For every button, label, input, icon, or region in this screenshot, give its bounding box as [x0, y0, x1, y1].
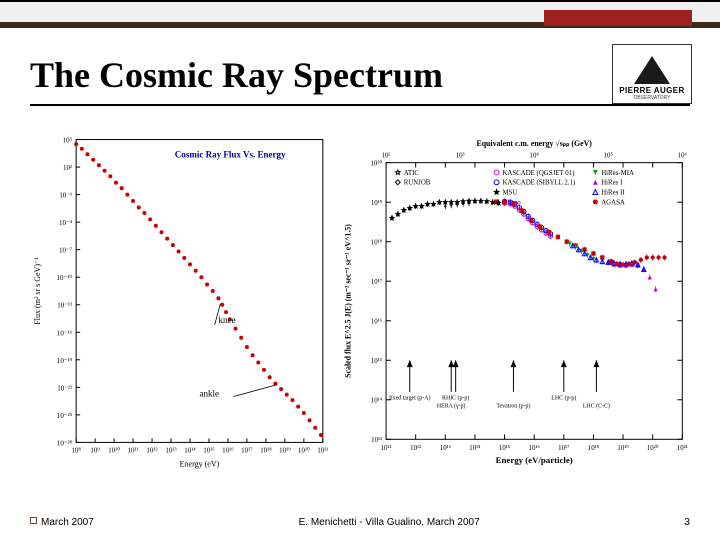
footer-center: E. Menichetti - Villa Gualino, March 200… — [299, 517, 480, 528]
svg-text:10⁻¹³: 10⁻¹³ — [57, 302, 72, 310]
svg-text:10¹³: 10¹³ — [440, 445, 451, 452]
svg-text:10¹⁶: 10¹⁶ — [528, 445, 540, 452]
title-underline — [30, 104, 690, 106]
svg-text:10¹⁸: 10¹⁸ — [371, 240, 383, 247]
slide-title: The Cosmic Ray Spectrum — [30, 54, 443, 96]
logo-text: PIERRE AUGER — [619, 86, 684, 95]
svg-text:10¹³: 10¹³ — [165, 446, 176, 454]
svg-text:10¹⁴: 10¹⁴ — [184, 446, 196, 454]
svg-text:HiRes-MIA: HiRes-MIA — [601, 170, 634, 177]
svg-text:10¹⁹: 10¹⁹ — [279, 446, 291, 454]
svg-text:10¹¹: 10¹¹ — [127, 446, 138, 454]
slide-number: 3 — [684, 517, 690, 528]
svg-text:10¹⁶: 10¹⁶ — [222, 446, 234, 454]
svg-text:10⁻¹⁶: 10⁻¹⁶ — [57, 329, 73, 337]
svg-text:Cosmic Ray Flux Vs. Energy: Cosmic Ray Flux Vs. Energy — [175, 150, 286, 160]
svg-text:10¹⁹: 10¹⁹ — [371, 200, 383, 207]
left-chart: 10⁸ 10⁹ 10¹⁰ 10¹¹ 10¹² 10¹³ 10¹⁴ 10¹⁵ 10¹⁶ 10¹⁷ 10… — [30, 120, 331, 480]
svg-text:HiRes II: HiRes II — [601, 190, 625, 197]
svg-text:10²¹: 10²¹ — [317, 446, 328, 454]
footer: March 2007 E. Menichetti - Villa Gualino… — [30, 517, 690, 528]
svg-text:10¹⁷: 10¹⁷ — [371, 279, 383, 286]
logo-icon — [634, 56, 670, 84]
svg-text:10⁸: 10⁸ — [71, 446, 81, 454]
svg-text:10⁻²⁸: 10⁻²⁸ — [57, 439, 73, 447]
svg-text:10²⁰: 10²⁰ — [298, 446, 310, 454]
svg-text:10⁻²²: 10⁻²² — [57, 384, 72, 392]
svg-text:10⁻²⁵: 10⁻²⁵ — [57, 412, 73, 420]
svg-text:10¹³: 10¹³ — [371, 437, 382, 444]
svg-text:MSU: MSU — [502, 190, 517, 197]
svg-text:10¹²: 10¹² — [146, 446, 157, 454]
svg-text:10¹²: 10¹² — [410, 445, 421, 452]
slide-topbar — [0, 0, 720, 28]
svg-text:Flux (m² sr s GeV)⁻¹: Flux (m² sr s GeV)⁻¹ — [33, 257, 42, 325]
svg-text:ATIC: ATIC — [404, 170, 420, 177]
svg-text:ankle: ankle — [199, 389, 219, 399]
logo-subtext: OBSERVATORY — [633, 95, 670, 101]
svg-text:KASCADE (SIBYLL 2.1): KASCADE (SIBYLL 2.1) — [502, 180, 575, 187]
svg-text:10¹⁸: 10¹⁸ — [260, 446, 272, 454]
svg-text:Tevatron (p-p): Tevatron (p-p) — [496, 403, 530, 410]
accent-bar — [544, 10, 692, 26]
svg-text:Equivalent c.m. energy √sₚₚ: Equivalent c.m. energy √sₚₚ (GeV) — [476, 139, 592, 148]
svg-text:10⁹: 10⁹ — [90, 446, 100, 454]
chart-area: 10⁸10⁹10¹⁰10¹¹10¹²10¹³10¹⁴10¹⁵10¹⁶10¹⁷10… — [30, 120, 690, 480]
svg-text:10⁶: 10⁶ — [678, 153, 688, 160]
svg-text:10²: 10² — [63, 164, 72, 172]
svg-text:10¹¹: 10¹¹ — [380, 445, 391, 452]
svg-text:LHC (C-C): LHC (C-C) — [583, 403, 610, 410]
slide: The Cosmic Ray Spectrum PIERRE AUGER OBS… — [0, 0, 720, 540]
svg-text:LHC (p-p): LHC (p-p) — [551, 395, 576, 402]
svg-text:10²⁰: 10²⁰ — [647, 444, 659, 452]
svg-text:10⁵: 10⁵ — [603, 153, 613, 160]
svg-text:10⁴: 10⁴ — [529, 153, 539, 160]
svg-text:knee: knee — [218, 315, 235, 325]
footer-date: March 2007 — [30, 517, 94, 528]
right-chart: 10¹¹ 10¹² 10¹³ 10¹⁴ 10¹⁵ 10¹⁶ 10¹⁷ 10¹⁸ 10¹⁹ 10²⁰… — [337, 120, 690, 480]
svg-text:10²: 10² — [381, 153, 390, 160]
svg-text:10¹⁰: 10¹⁰ — [108, 446, 120, 454]
footer-bullet-icon — [30, 517, 37, 524]
svg-text:10¹⁶: 10¹⁶ — [371, 319, 383, 326]
svg-text:10¹⁹: 10¹⁹ — [617, 445, 629, 452]
svg-text:AGASA: AGASA — [601, 199, 625, 206]
svg-text:RUNJOB: RUNJOB — [404, 180, 431, 187]
svg-text:10²¹: 10²¹ — [677, 445, 688, 452]
svg-text:KASCADE (QGSJET 01): KASCADE (QGSJET 01) — [502, 170, 574, 177]
svg-text:Scaled flux E^2.5 J(E) (m⁻²: Scaled flux E^2.5 J(E) (m⁻² sec⁻¹ sr⁻¹ e… — [344, 224, 353, 378]
svg-text:10¹⁵: 10¹⁵ — [371, 358, 383, 365]
svg-text:10¹⁷: 10¹⁷ — [558, 445, 570, 452]
svg-text:10¹⁷: 10¹⁷ — [241, 446, 253, 454]
auger-logo: PIERRE AUGER OBSERVATORY — [612, 44, 692, 104]
svg-text:10¹⁵: 10¹⁵ — [499, 445, 511, 452]
svg-text:10⁻¹: 10⁻¹ — [59, 192, 72, 200]
svg-text:10⁻¹⁰: 10⁻¹⁰ — [57, 274, 73, 282]
svg-text:RHIC (p-p): RHIC (p-p) — [442, 395, 469, 402]
svg-text:10²⁰: 10²⁰ — [370, 160, 382, 168]
svg-text:10¹⁴: 10¹⁴ — [371, 398, 383, 405]
svg-text:10¹⁴: 10¹⁴ — [469, 445, 481, 452]
svg-text:Energy (eV): Energy (eV) — [180, 459, 220, 468]
svg-text:10⁻⁴: 10⁻⁴ — [59, 219, 73, 227]
svg-text:10⁻¹⁹: 10⁻¹⁹ — [57, 357, 73, 365]
svg-text:10¹⁵: 10¹⁵ — [203, 446, 215, 454]
svg-text:HERA (γ-p): HERA (γ-p) — [437, 403, 466, 410]
svg-text:10¹⁸: 10¹⁸ — [588, 445, 600, 452]
svg-text:10³: 10³ — [455, 153, 464, 160]
svg-text:10⁵: 10⁵ — [63, 137, 73, 145]
svg-text:Energy (eV/particle): Energy (eV/particle) — [495, 455, 572, 465]
svg-text:fixed target (p-A): fixed target (p-A) — [389, 395, 430, 402]
svg-text:10⁻⁷: 10⁻⁷ — [59, 247, 73, 255]
svg-text:HiRes I: HiRes I — [601, 180, 623, 187]
